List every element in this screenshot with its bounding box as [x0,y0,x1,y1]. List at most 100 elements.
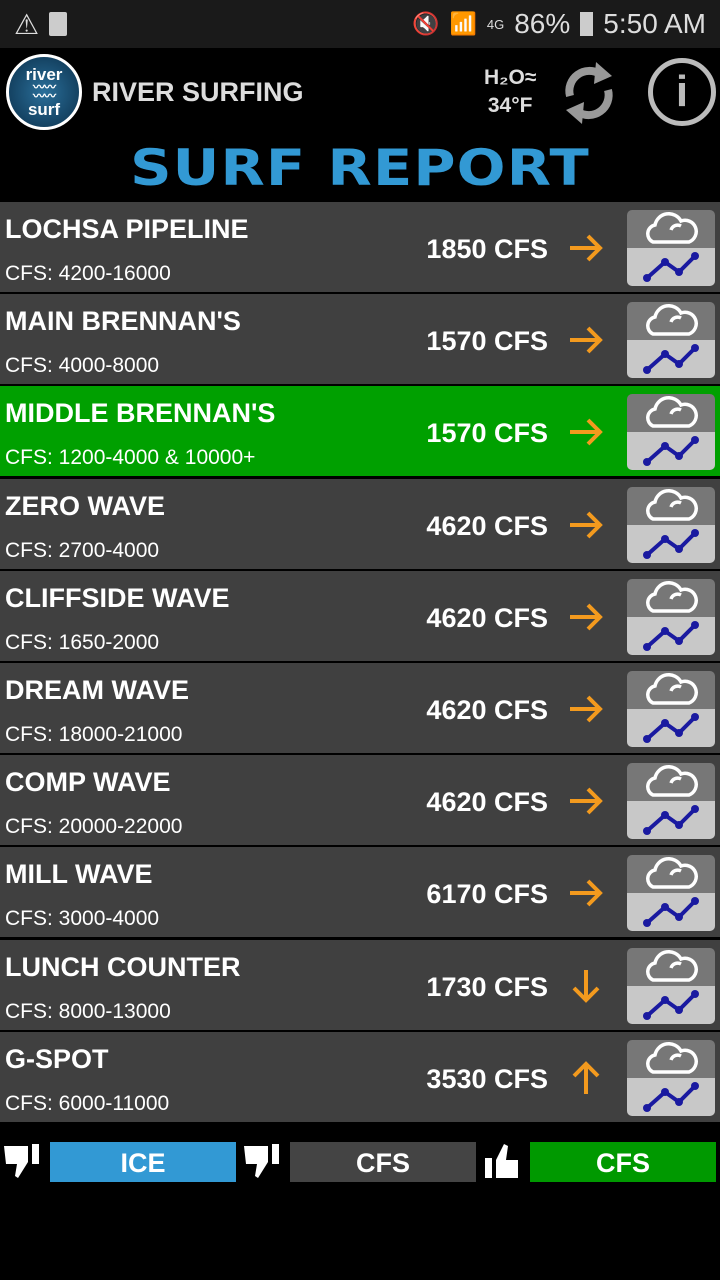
refresh-icon[interactable] [560,60,618,126]
graph-icon [643,805,699,836]
legend-bar: ICE CFS CFS [0,1140,720,1182]
spot-cfs-range: CFS: 2700-4000 [5,538,160,562]
trend-right-arrow-icon [570,603,603,631]
status-bar: ⚠ 🔇 📶 4G 86% 5:50 AM [0,0,720,48]
spot-current-cfs: 3530 CFS [426,1063,548,1094]
thumbs-down-icon [244,1144,279,1178]
spot-name: DREAM WAVE [5,674,190,705]
surf-spot-row[interactable]: LUNCH COUNTER CFS: 8000-13000 1730 CFS [0,939,720,1030]
spot-name: ZERO WAVE [5,490,166,521]
surf-spot-row[interactable]: DREAM WAVE CFS: 18000-21000 4620 CFS [0,662,720,753]
thumbs-up-icon [485,1144,518,1178]
spot-cfs-range: CFS: 6000-11000 [5,1091,170,1115]
weather-graph-button[interactable] [627,763,715,840]
spot-name: LUNCH COUNTER [5,951,241,982]
info-icon[interactable]: i [648,58,716,126]
cloud-icon [646,396,698,429]
legend-item: ICE [50,1142,236,1182]
app-logo: river 〰〰 〰〰 surf [6,54,82,130]
spot-current-cfs: 4620 CFS [426,694,548,725]
weather-graph-button[interactable] [627,855,715,932]
spot-name: LOCHSA PIPELINE [5,214,249,244]
graph-icon [643,436,699,467]
weather-graph-button[interactable] [627,486,715,563]
cloud-icon [646,580,698,613]
weather-graph-button[interactable] [627,670,715,747]
spot-cfs-range: CFS: 1200-4000 & 10000+ [5,446,256,470]
spot-current-cfs: 4620 CFS [426,602,548,633]
battery-level: 86% [514,8,571,39]
surf-spot-row[interactable]: CLIFFSIDE WAVE CFS: 1650-2000 4620 CFS [0,570,720,661]
spot-cfs-range: CFS: 8000-13000 [5,999,171,1023]
cloud-icon [646,672,698,705]
cloud-icon [646,949,698,982]
weather-graph-button[interactable] [627,210,715,286]
surf-spot-list: LOCHSA PIPELINE CFS: 4200-16000 1850 CFS… [0,202,720,1124]
cloud-icon [646,488,698,521]
spot-name: G-SPOT [5,1043,109,1074]
warning-icon: ⚠ [14,8,40,40]
trend-right-arrow-icon [570,879,603,907]
spot-name: MIDDLE BRENNAN'S [5,398,276,429]
trend-up-arrow-icon [572,1060,600,1094]
surf-spot-row[interactable]: ZERO WAVE CFS: 2700-4000 4620 CFS [0,478,720,569]
surf-spot-row[interactable]: MAIN BRENNAN'S CFS: 4000-8000 1570 CFS [0,294,720,385]
spot-cfs-range: CFS: 4000-8000 [5,354,160,378]
spot-name: MAIN BRENNAN'S [5,306,241,337]
graph-icon [643,1081,699,1112]
surf-spot-row[interactable]: COMP WAVE CFS: 20000-22000 4620 CFS [0,755,720,846]
network-label: 4G [486,16,505,32]
battery-icon [580,12,594,36]
spot-cfs-range: CFS: 4200-16000 [5,262,171,285]
surf-spot-row[interactable]: MIDDLE BRENNAN'S CFS: 1200-4000 & 10000+… [0,386,720,477]
spot-cfs-range: CFS: 18000-21000 [5,722,183,746]
weather-graph-button[interactable] [627,578,715,655]
spot-cfs-range: CFS: 1650-2000 [5,630,160,654]
spot-cfs-range: CFS: 20000-22000 [5,815,183,839]
graph-icon [643,989,699,1020]
legend-item: CFS [530,1142,716,1182]
cloud-icon [646,857,698,890]
app-title: RIVER SURFING [92,76,304,107]
graph-icon [643,252,699,282]
trend-down-arrow-icon [572,969,600,1003]
spot-current-cfs: 1730 CFS [426,971,548,1002]
graph-icon [643,712,699,743]
trend-right-arrow-icon [570,511,603,538]
trend-right-arrow-icon [570,234,603,262]
water-temperature: H₂O≈ 34°F [484,66,537,117]
spot-current-cfs: 4620 CFS [426,787,548,818]
surf-spot-row[interactable]: LOCHSA PIPELINE CFS: 4200-16000 1850 CFS [0,202,720,292]
trend-right-arrow-icon [570,695,603,723]
weather-graph-button[interactable] [627,947,715,1024]
spot-name: MILL WAVE [5,859,153,890]
weather-graph-button[interactable] [627,1039,715,1116]
trend-right-arrow-icon [570,787,603,815]
graph-icon [643,528,699,559]
weather-graph-button[interactable] [627,394,715,471]
mute-icon: 🔇 [412,11,440,36]
app-header: river 〰〰 〰〰 surf RIVER SURFING H₂O≈ 34°F … [0,48,720,136]
cloud-icon [646,1041,698,1074]
spot-cfs-range: CFS: 3000-4000 [5,907,160,931]
cloud-icon [646,304,698,336]
surf-spot-row[interactable]: MILL WAVE CFS: 3000-4000 6170 CFS [0,847,720,938]
thumbs-down-icon [4,1144,39,1178]
legend-item: CFS [290,1142,476,1182]
page-title: SURF REPORT [130,139,590,197]
spot-current-cfs: 6170 CFS [426,879,548,910]
trend-right-arrow-icon [570,418,603,446]
surf-spot-row[interactable]: G-SPOT CFS: 6000-11000 3530 CFS [0,1031,720,1122]
spot-current-cfs: 1570 CFS [426,418,548,449]
graph-icon [643,897,699,928]
sd-card-icon [49,12,68,36]
graph-icon [643,344,699,375]
wifi-icon: 📶 [449,11,477,36]
trend-right-arrow-icon [570,326,603,354]
spot-name: CLIFFSIDE WAVE [5,582,230,613]
graph-icon [643,620,699,651]
cloud-icon [646,212,698,244]
cloud-icon [646,765,698,797]
weather-graph-button[interactable] [627,302,715,379]
spot-current-cfs: 4620 CFS [426,510,548,541]
